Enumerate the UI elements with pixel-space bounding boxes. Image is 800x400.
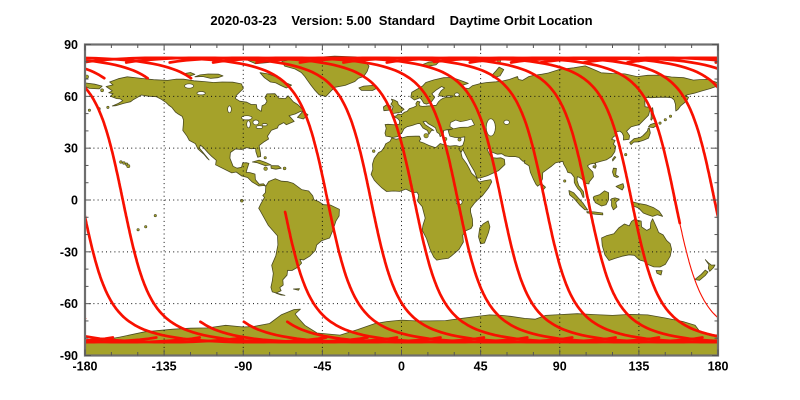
orbit-track [85, 56, 574, 344]
orbit-track [283, 210, 529, 344]
orbit-track [714, 60, 718, 64]
land-mindanao [615, 183, 625, 191]
orbit-track [0, 58, 47, 223]
land-honshu [629, 127, 651, 146]
island-bahamas [263, 156, 267, 160]
lake-ontario [261, 123, 268, 127]
island-sicily [423, 133, 429, 139]
orbit-track [168, 56, 661, 344]
land-hainan [592, 165, 597, 169]
orbit-track [211, 56, 704, 344]
orbit-track [385, 56, 718, 338]
island-ryukyu [624, 153, 628, 157]
axis-ticks [84, 44, 719, 356]
lake-michigan [246, 120, 251, 129]
y-tick-label: 60 [64, 90, 78, 104]
orbit-track [85, 56, 193, 80]
land-sumatra [568, 190, 589, 211]
y-tick-label: 90 [64, 38, 78, 52]
land-cuba [252, 159, 272, 166]
lake-huron [252, 119, 260, 126]
orbit-track [0, 58, 26, 342]
x-tick-label: -180 [72, 360, 97, 374]
y-tick-label: -60 [60, 297, 78, 311]
land-nz-south-island [694, 269, 709, 281]
lake-black-sea [449, 118, 475, 130]
land-hispaniola [270, 165, 282, 170]
x-tick-label: 45 [474, 360, 488, 374]
orbit-track [85, 58, 150, 80]
land-tasmania [655, 270, 663, 276]
island-hawaii-kauai [119, 160, 123, 164]
x-tick-label: 135 [628, 360, 649, 374]
orbit-track [85, 85, 369, 344]
island-st-lawrence-island [100, 88, 104, 93]
lake-ladoga [454, 92, 460, 97]
lake-winnipeg [227, 105, 232, 114]
x-tick-label: 0 [398, 360, 405, 374]
x-tick-label: 90 [553, 360, 567, 374]
island-tuamotu [144, 225, 148, 229]
y-tick-label: -30 [60, 245, 78, 259]
island-kuril-1 [658, 121, 662, 125]
island-society-islands [136, 228, 140, 232]
caspian-sea [485, 118, 496, 137]
land-australia [601, 218, 672, 268]
land-north-america [105, 76, 304, 187]
land-falkland [293, 288, 300, 291]
island-aleutian-3 [87, 108, 91, 112]
lake-erie [255, 125, 264, 129]
orbit-track [298, 56, 718, 344]
island-andaman [563, 179, 567, 183]
y-tick-label: -90 [60, 349, 78, 363]
graticule [85, 44, 718, 356]
great-bear-lake [184, 83, 195, 89]
x-tick-label: -45 [313, 360, 331, 374]
orbit-track [255, 56, 718, 344]
island-cyprus [457, 137, 462, 142]
land-eurafrica [370, 65, 718, 261]
y-tick-label: 30 [64, 142, 78, 156]
land-taiwan [612, 156, 617, 162]
orbit-track [759, 58, 800, 342]
axis-labels: -180 -135 -90 -45 0 45 90 135 180 90 60 30 0 -30 -60 -9… [60, 38, 729, 374]
island-hawaii-oahu [122, 161, 126, 165]
orbit-track [124, 56, 617, 344]
land-victoria-island [194, 73, 224, 79]
land-nz-north-island [704, 259, 716, 272]
island-puerto-rico [282, 166, 287, 171]
orbit-track [679, 223, 718, 319]
x-tick-label: -135 [152, 360, 177, 374]
island-canary [372, 149, 376, 153]
aral-sea [503, 119, 510, 125]
land-madagascar [478, 220, 491, 245]
y-tick-label: 0 [71, 194, 78, 208]
orbit-track [432, 56, 682, 225]
land-great-britain [390, 98, 405, 114]
orbit-track [342, 56, 718, 343]
orbit-track [85, 67, 106, 80]
island-marquesas [153, 214, 157, 218]
island-kuril-3 [668, 114, 672, 118]
orbit-track [199, 320, 399, 344]
island-aleutian-1 [106, 105, 110, 109]
land-borneo [592, 190, 609, 207]
land-luzon [612, 167, 620, 178]
land-sulawesi [611, 197, 620, 211]
x-tick-label: 180 [708, 360, 729, 374]
great-slave-lake [196, 91, 206, 96]
island-jamaica [263, 166, 268, 171]
lake-superior [241, 115, 253, 121]
orbit-track [85, 210, 328, 344]
island-kuril-2 [663, 118, 667, 122]
island-hawaii-big-island [126, 164, 131, 169]
x-tick-label: -90 [234, 360, 252, 374]
land-chukotka-wrap [85, 82, 103, 90]
plot-title: 2020-03-23 Version: 5.00 Standard Daytim… [210, 13, 593, 28]
